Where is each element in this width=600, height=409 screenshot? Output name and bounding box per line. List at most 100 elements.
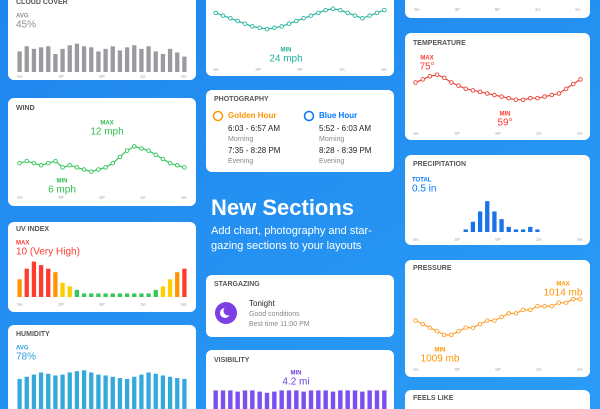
point <box>279 24 284 29</box>
card-title: CLOUD COVER <box>16 0 68 6</box>
point <box>556 91 562 96</box>
x-label: 9P <box>99 74 105 79</box>
subtitle: Add chart, photography and star- <box>211 225 372 237</box>
point <box>131 144 137 149</box>
bar <box>103 293 108 297</box>
bar <box>74 43 80 72</box>
bar <box>182 378 187 409</box>
x-label: 3A <box>140 195 146 200</box>
point <box>330 6 336 12</box>
point <box>449 80 454 85</box>
bar <box>53 54 58 72</box>
x-label: 9P <box>99 302 105 307</box>
card-title: TEMPERATURE <box>413 40 466 47</box>
card <box>405 155 590 245</box>
bar <box>330 391 336 409</box>
card-title: UV INDEX <box>16 226 49 233</box>
point <box>485 91 490 96</box>
bar <box>175 272 180 297</box>
bar <box>352 390 358 409</box>
point <box>117 154 123 160</box>
point <box>571 81 576 87</box>
point <box>499 314 504 320</box>
point <box>456 329 461 334</box>
bar <box>286 390 292 409</box>
point <box>67 163 72 168</box>
point <box>456 83 461 88</box>
card <box>405 0 590 18</box>
bar <box>316 390 321 409</box>
point <box>485 318 490 323</box>
card-title: HUMIDITY <box>16 331 50 338</box>
bar <box>46 373 51 409</box>
point <box>294 18 299 24</box>
x-label: 9A <box>575 7 581 12</box>
point <box>427 74 433 79</box>
point <box>74 165 80 170</box>
stat-label: MIN <box>435 348 446 354</box>
bar <box>24 268 29 297</box>
bar <box>31 261 37 297</box>
card-title: STARGAZING <box>214 281 260 288</box>
bar <box>96 374 101 409</box>
bar <box>53 272 58 297</box>
stargazing-card: STARGAZING Tonight Good conditions Best … <box>206 275 394 337</box>
bar <box>117 378 123 409</box>
bar <box>124 293 130 297</box>
bar <box>139 293 144 297</box>
bar <box>485 201 490 232</box>
x-label: 3A <box>140 302 146 307</box>
bar <box>167 48 173 72</box>
bar <box>160 286 166 297</box>
point <box>46 160 51 166</box>
x-label: 3A <box>140 74 146 79</box>
x-label: 9A <box>213 67 219 72</box>
time: 5:52 - 6:03 AM <box>319 124 371 133</box>
bar <box>360 391 365 409</box>
stat-value: 12 mph <box>90 127 123 138</box>
bar <box>213 390 218 409</box>
point <box>17 160 22 166</box>
bar <box>492 211 497 232</box>
bar <box>477 211 483 232</box>
x-label: 3P <box>454 367 460 372</box>
bar <box>110 376 115 409</box>
bar <box>74 289 80 297</box>
x-label: 3P <box>58 74 64 79</box>
stat-label: MAX <box>420 56 433 62</box>
point <box>420 321 426 327</box>
point <box>352 13 358 18</box>
bar <box>96 293 101 297</box>
bar <box>257 391 262 409</box>
x-label: 9A <box>381 67 387 72</box>
card <box>8 98 196 206</box>
x-label: 9P <box>99 195 105 200</box>
point <box>528 307 533 313</box>
bar <box>294 390 299 409</box>
point <box>31 160 37 166</box>
stat-value: 6 mph <box>48 185 76 196</box>
period: Morning <box>228 136 253 143</box>
bar <box>520 229 526 232</box>
point <box>499 94 504 99</box>
point <box>272 25 277 31</box>
bar <box>81 46 87 72</box>
time: 8:28 - 8:39 PM <box>319 146 372 155</box>
best-time: Best time 11:00 PM <box>249 321 310 328</box>
bar <box>132 45 137 72</box>
point <box>308 13 314 18</box>
blue-icon <box>303 110 315 122</box>
bar <box>132 293 137 297</box>
stat-label: MIN <box>500 112 511 118</box>
x-label: 9A <box>181 302 187 307</box>
bar <box>124 378 130 409</box>
bar <box>117 50 123 72</box>
stat-value: 78% <box>16 352 36 363</box>
point <box>167 160 173 166</box>
x-label: 3P <box>255 67 261 72</box>
x-label: 9P <box>495 367 501 372</box>
time: 7:35 - 8:28 PM <box>228 146 281 155</box>
bar <box>535 229 540 232</box>
card-title: VISIBILITY <box>214 357 250 364</box>
